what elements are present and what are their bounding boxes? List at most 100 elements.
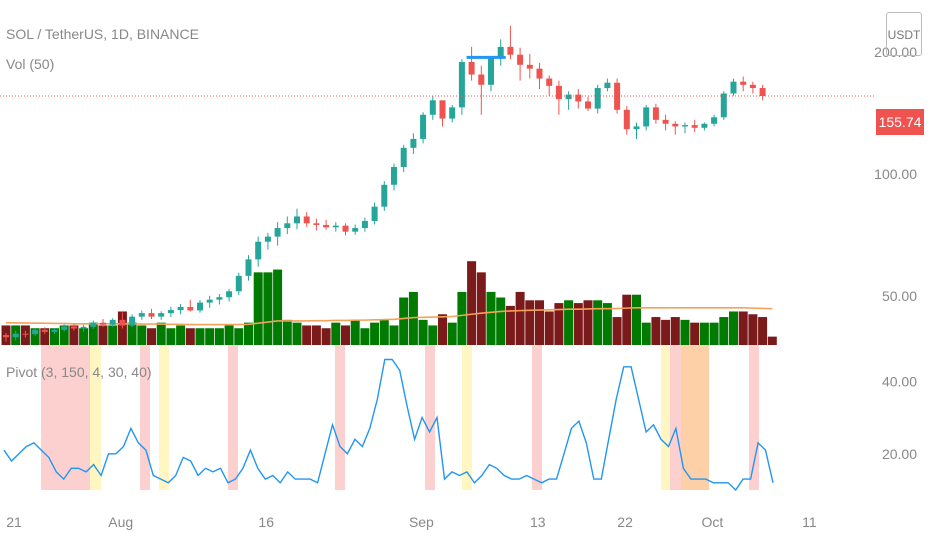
volume-bar	[719, 317, 729, 345]
candle-body	[643, 107, 650, 127]
candle	[555, 80, 562, 115]
volume-bar	[641, 322, 651, 345]
candle-body	[148, 313, 155, 317]
pivot-band	[159, 345, 169, 490]
candle	[158, 311, 165, 320]
candle-body	[90, 322, 97, 327]
candle-body	[604, 82, 611, 89]
candle-body	[361, 221, 368, 229]
volume-bar	[389, 325, 399, 345]
volume-bar	[98, 325, 108, 345]
candle-body	[594, 88, 601, 109]
volume-bar	[350, 319, 360, 345]
currency-button[interactable]: USDT	[886, 12, 922, 56]
volume-bar	[486, 291, 496, 345]
symbol-title[interactable]: SOL / TetherUS, 1D, BINANCE	[6, 26, 199, 42]
candle	[361, 217, 368, 232]
candle	[80, 324, 87, 332]
candle-body	[129, 316, 136, 326]
candle-body	[255, 241, 262, 260]
candle-body	[109, 319, 116, 325]
candle	[12, 330, 19, 341]
candle-body	[497, 46, 504, 59]
candle-body	[488, 58, 494, 85]
candle	[255, 236, 262, 267]
candle-body	[371, 206, 378, 222]
pivot-band	[425, 345, 435, 490]
pivot-tick-label: 40.00	[882, 373, 917, 389]
candle	[497, 39, 504, 66]
time-tick-label: 16	[258, 514, 274, 530]
volume-bar	[224, 325, 234, 345]
candle	[323, 219, 330, 230]
candle-body	[623, 109, 630, 130]
candle-body	[614, 82, 621, 110]
candle	[371, 202, 378, 225]
candle-body	[352, 228, 359, 232]
volume-bar	[496, 297, 506, 345]
candle	[32, 328, 39, 336]
pivot-legend[interactable]: Pivot (3, 150, 4, 30, 40)	[6, 364, 152, 380]
candle	[420, 112, 427, 144]
candle-body	[284, 223, 291, 229]
volume-bars	[1, 261, 777, 345]
candle	[594, 84, 601, 114]
candle-body	[119, 319, 126, 326]
price-candles	[3, 25, 766, 342]
candle-body	[245, 259, 252, 276]
volume-bar	[505, 305, 515, 345]
candle-body	[565, 94, 572, 100]
candle-body	[100, 322, 106, 325]
candle-body	[12, 333, 19, 338]
candle	[711, 114, 718, 127]
pivot-highlight-bands	[41, 345, 759, 490]
candle	[197, 300, 203, 313]
volume-bar	[40, 328, 50, 345]
pivot-band	[749, 345, 759, 490]
candle	[614, 78, 621, 114]
candle-body	[3, 335, 9, 338]
volume-legend[interactable]: Vol (50)	[6, 56, 55, 72]
volume-bar	[661, 319, 671, 345]
volume-bar	[457, 291, 467, 345]
pivot-band	[462, 345, 472, 490]
candle-body	[507, 46, 514, 55]
candle-body	[429, 100, 436, 115]
volume-bar	[263, 272, 273, 345]
candle-body	[652, 107, 659, 120]
time-tick-label: Aug	[108, 514, 133, 530]
price-tick-label: 50.00	[882, 288, 917, 304]
candle-body	[167, 310, 174, 314]
volume-bar	[147, 328, 156, 345]
candle	[129, 314, 136, 328]
volume-bar	[729, 311, 738, 345]
candle	[672, 121, 679, 135]
candle-body	[740, 81, 747, 85]
candle-body	[226, 291, 233, 298]
candle-body	[730, 81, 737, 94]
volume-bar	[360, 328, 370, 345]
volume-bar	[282, 319, 292, 345]
candle	[546, 75, 553, 96]
candle	[119, 312, 126, 329]
volume-bar	[632, 294, 641, 345]
candle-body	[391, 167, 397, 185]
volume-bar	[438, 314, 447, 345]
volume-bar	[88, 322, 98, 345]
candle	[284, 216, 291, 235]
candle	[381, 181, 388, 211]
volume-bar	[292, 322, 302, 345]
candle	[429, 95, 436, 120]
volume-bar	[176, 325, 186, 345]
volume-bar	[302, 325, 312, 345]
volume-bar	[709, 322, 719, 345]
candle-body	[439, 100, 446, 119]
candle-body	[536, 68, 543, 79]
candle-body	[555, 85, 562, 100]
candle	[294, 208, 300, 230]
candle-body	[264, 236, 271, 242]
candle	[517, 47, 524, 81]
candle	[90, 320, 97, 329]
volume-bar	[748, 314, 758, 345]
